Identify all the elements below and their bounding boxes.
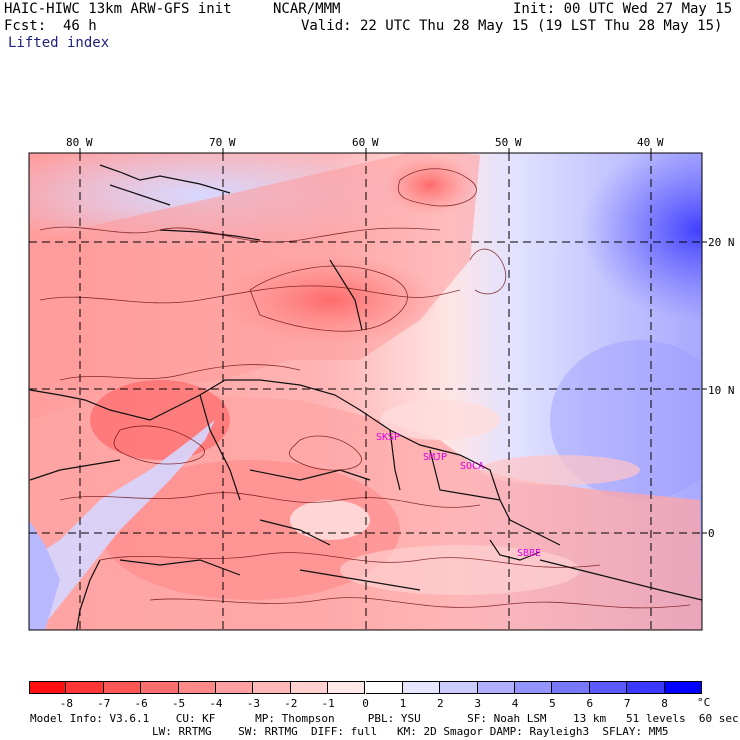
- colorbar-label: -6: [134, 697, 148, 710]
- instability-core-amazon: [100, 460, 400, 600]
- colorbar-label: -1: [321, 697, 335, 710]
- lon-label-50w: 50 W: [495, 136, 522, 149]
- colorbar-label: -7: [97, 697, 111, 710]
- colorbar-cell: [440, 681, 478, 694]
- colorbar-cell: [664, 681, 702, 694]
- lat-lon-grid: [29, 153, 702, 630]
- colorbar-label: 5: [549, 697, 556, 710]
- colorbar-cell: [402, 681, 441, 694]
- station-sbbe: SBBE: [517, 548, 542, 559]
- light-band-south: [340, 545, 580, 595]
- light-patch-interior: [290, 500, 370, 540]
- instability-core-north: [385, 155, 475, 215]
- colorbar-cell: [66, 681, 104, 694]
- colorbar-label: 2: [436, 697, 444, 710]
- colorbar-cell: [29, 681, 67, 694]
- colorbar-label: 6: [586, 697, 594, 710]
- lon-label-80w: 80 W: [66, 136, 93, 149]
- colorbar-label: -8: [59, 697, 73, 710]
- colorbar-label: -2: [284, 697, 298, 710]
- colorbar-cell: [141, 681, 179, 694]
- colorbar-label: -5: [171, 697, 186, 710]
- field-name: Lifted index: [8, 35, 110, 51]
- colorbar-cell: [552, 681, 590, 694]
- forecast-hours: 46 h: [63, 18, 97, 34]
- station-smjp: SMJP: [423, 452, 448, 463]
- pacific-stable: [29, 520, 60, 630]
- colorbar-label: -3: [246, 697, 260, 710]
- lat-label-equator: 0: [708, 527, 715, 540]
- lat-label-10n: 10 N: [708, 384, 735, 397]
- colorbar-cell: [365, 681, 403, 694]
- stable-region-northeast: [580, 153, 702, 320]
- red-band-equatorial: [480, 455, 640, 485]
- colorbar-unit: °C: [697, 696, 711, 709]
- station-soca: SOCA: [460, 461, 485, 472]
- map-ticks: [79, 148, 707, 534]
- colorbar-label: 3: [474, 697, 481, 710]
- instability-core-panama: [90, 380, 230, 460]
- colorbar-label: 7: [623, 697, 631, 710]
- colorbar-cell: [477, 681, 516, 694]
- colorbar-cell: [515, 681, 553, 694]
- colorbar-cell: [627, 681, 665, 694]
- colorbar-cell: [103, 681, 142, 694]
- org-label: NCAR/MMM: [273, 1, 341, 17]
- model-info-line2: LW: RRTMG SW: RRTMG DIFF: full KM: 2D Sm…: [152, 725, 669, 738]
- station-sksp: SKSP: [376, 432, 401, 443]
- colorbar-cell: [253, 681, 291, 694]
- lon-label-60w: 60 W: [352, 136, 379, 149]
- colorbar-cell: [290, 681, 329, 694]
- lon-label-70w: 70 W: [209, 136, 236, 149]
- colorbar-cell: [178, 681, 216, 694]
- colorbar-cell: [589, 681, 628, 694]
- light-patch-guiana: [380, 400, 500, 440]
- colorbar-label: 1: [399, 697, 407, 710]
- model-title: HAIC-HIWC 13km ARW-GFS init: [4, 1, 232, 17]
- andes-stable-strip: [29, 420, 215, 630]
- model-info-line1: Model Info: V3.6.1 CU: KF MP: Thompson P…: [30, 712, 739, 725]
- colorbar-label: -4: [209, 697, 223, 710]
- colorbar-label: 0: [362, 697, 369, 710]
- colorbar-label: 8: [661, 697, 668, 710]
- forecast-label: Fcst:: [4, 18, 47, 34]
- lon-label-40w: 40 W: [637, 136, 664, 149]
- lat-label-20n: 20 N: [708, 236, 735, 249]
- colorbar-label: 4: [511, 697, 519, 710]
- colorbar-cell: [215, 681, 254, 694]
- colorbar-cell: [328, 681, 366, 694]
- init-time: Init: 00 UTC Wed 27 May 15: [513, 1, 733, 17]
- valid-time: Valid: 22 UTC Thu 28 May 15 (19 LST Thu …: [301, 18, 723, 34]
